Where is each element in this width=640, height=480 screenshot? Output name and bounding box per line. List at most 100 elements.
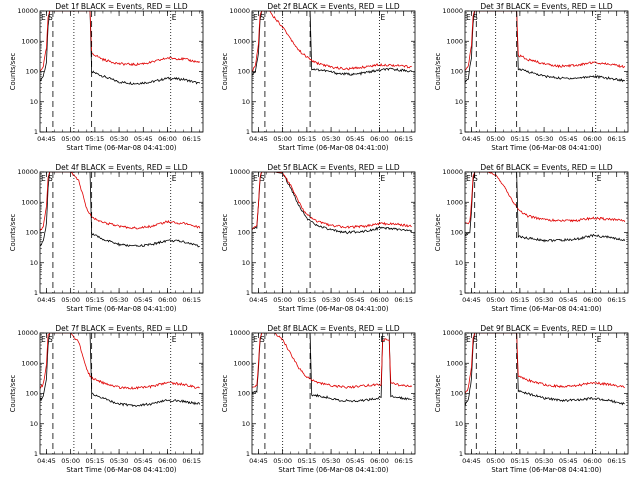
y-tick-label: 100: [26, 390, 38, 398]
events-series-line: [40, 333, 201, 408]
plot-frame: [464, 171, 629, 294]
events-series-line: [465, 11, 626, 84]
x-tick-label: 05:45: [346, 457, 365, 465]
annotation-label: S: [260, 335, 265, 344]
x-tick-label: 05:30: [535, 296, 554, 304]
annotation-label: S: [48, 13, 53, 22]
y-tick-label: 100: [451, 229, 463, 237]
plot-frame: [39, 171, 204, 294]
lld-series-line: [465, 333, 625, 394]
annotation-label: S: [473, 174, 478, 183]
x-tick-label: 05:15: [86, 135, 105, 143]
y-axis-label: Counts/sec: [221, 214, 229, 252]
annotation-label: E: [253, 13, 258, 22]
x-tick-label: 05:00: [486, 296, 505, 304]
y-tick-label: 1: [34, 289, 38, 297]
y-tick-label: 1: [34, 128, 38, 136]
y-tick-label: 100: [451, 390, 463, 398]
y-tick-label: 1000: [21, 37, 38, 45]
x-tick-label: 05:00: [61, 457, 80, 465]
y-axis-label: Counts/sec: [9, 53, 17, 91]
y-axis-label: Counts/sec: [9, 214, 17, 252]
y-axis-label: Counts/sec: [9, 375, 17, 413]
lld-series-line: [465, 11, 626, 71]
events-series-line: [252, 333, 412, 403]
y-tick-label: 10000: [442, 168, 463, 176]
x-tick-label: 05:30: [110, 296, 129, 304]
y-tick-label: 100: [238, 68, 250, 76]
y-tick-label: 1000: [446, 37, 463, 45]
x-axis-label: Start Time (06-Mar-08 04:41:00): [278, 305, 388, 313]
x-tick-label: 06:00: [583, 457, 602, 465]
x-tick-label: 05:15: [86, 296, 105, 304]
events-series-line: [465, 172, 626, 243]
x-tick-label: 05:30: [322, 135, 341, 143]
y-tick-label: 10: [30, 98, 38, 106]
y-tick-label: 10000: [17, 7, 38, 15]
x-tick-label: 05:00: [486, 457, 505, 465]
x-axis-label: Start Time (06-Mar-08 04:41:00): [278, 466, 388, 474]
panel-title: Det 1f BLACK = Events, RED = LLD: [55, 2, 188, 11]
annotation-label: E: [253, 174, 258, 183]
annotation-label: E: [172, 174, 177, 183]
y-tick-label: 1: [34, 450, 38, 458]
y-axis-label: Counts/sec: [434, 53, 442, 91]
x-tick-label: 05:45: [346, 135, 365, 143]
annotation-label: S: [260, 174, 265, 183]
x-tick-label: 05:15: [511, 296, 530, 304]
lld-series-line: [252, 333, 413, 389]
x-tick-label: 05:45: [559, 296, 578, 304]
y-tick-label: 10: [455, 420, 463, 428]
y-tick-label: 1: [459, 450, 463, 458]
x-tick-label: 05:00: [273, 135, 292, 143]
plot-frame: [464, 10, 629, 133]
annotation-label: E: [597, 335, 602, 344]
x-tick-label: 06:15: [607, 457, 626, 465]
x-tick-label: 06:00: [158, 457, 177, 465]
plot-frame: [39, 332, 204, 455]
y-tick-label: 1000: [233, 198, 250, 206]
x-tick-label: 05:15: [298, 457, 317, 465]
y-tick-label: 1: [246, 128, 250, 136]
x-axis-label: Start Time (06-Mar-08 04:41:00): [491, 466, 601, 474]
y-tick-label: 10000: [229, 7, 250, 15]
annotation-label: E: [253, 335, 258, 344]
y-tick-label: 1000: [446, 359, 463, 367]
plot-frame: [39, 10, 204, 133]
annotation-label: E: [41, 13, 46, 22]
y-tick-label: 10000: [17, 168, 38, 176]
x-tick-label: 06:00: [158, 296, 177, 304]
x-tick-label: 05:45: [134, 135, 153, 143]
annotation-label: S: [473, 335, 478, 344]
x-axis-label: Start Time (06-Mar-08 04:41:00): [491, 305, 601, 313]
annotation-label: S: [260, 13, 265, 22]
annotation-label: E: [172, 335, 177, 344]
y-tick-label: 10000: [442, 7, 463, 15]
y-tick-label: 1000: [233, 359, 250, 367]
events-series-line: [40, 11, 201, 85]
annotation-label: E: [597, 13, 602, 22]
x-tick-label: 05:30: [110, 135, 129, 143]
y-axis-label: Counts/sec: [221, 375, 229, 413]
x-tick-label: 05:30: [322, 457, 341, 465]
y-tick-label: 1000: [233, 37, 250, 45]
events-series-line: [252, 11, 412, 76]
y-tick-label: 1000: [21, 359, 38, 367]
x-tick-label: 05:00: [61, 296, 80, 304]
y-tick-label: 100: [451, 68, 463, 76]
y-tick-label: 10000: [229, 168, 250, 176]
annotation-label: E: [380, 13, 385, 22]
lld-series-line: [40, 172, 201, 232]
plot-frame: [464, 332, 629, 455]
y-tick-label: 10: [242, 98, 250, 106]
x-tick-label: 05:30: [110, 457, 129, 465]
x-tick-label: 05:45: [346, 296, 365, 304]
x-tick-label: 05:15: [86, 457, 105, 465]
x-tick-label: 05:45: [134, 457, 153, 465]
